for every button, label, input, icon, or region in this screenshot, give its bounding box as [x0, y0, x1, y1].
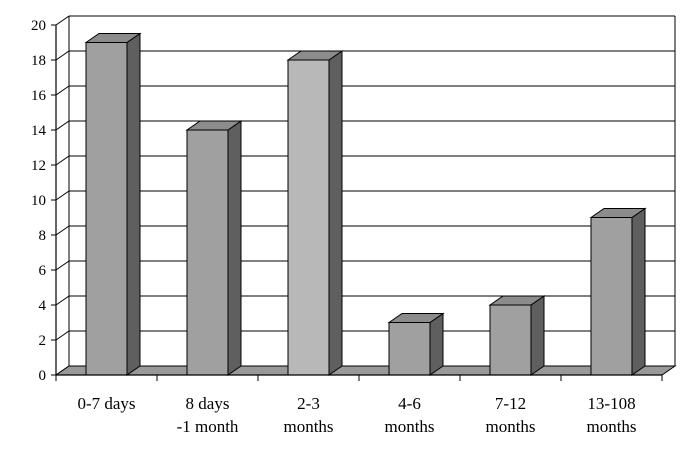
x-category-label-5-line-0: 13-108 [587, 394, 635, 413]
y-tick-label-8: 8 [39, 228, 47, 244]
y-tick-label-14: 14 [31, 123, 47, 139]
wall-gridline-2 [55, 330, 70, 341]
wall-gridline-6 [55, 260, 70, 271]
bar-0 [84, 32, 142, 376]
wall-gridline-12 [55, 155, 70, 166]
x-category-label-0-line-0: 0-7 days [77, 394, 135, 413]
y-tick-label-2: 2 [39, 333, 47, 349]
bar-front-1 [186, 129, 229, 376]
x-tick-labels: 0-7 days 8 days -1 month 2-3 months 4-6 months… [77, 394, 636, 436]
wall-gridline-14 [55, 120, 70, 131]
y-tick-label-18: 18 [31, 53, 46, 69]
bar-side-2 [328, 50, 343, 376]
y-tick-label-20: 20 [31, 18, 46, 34]
bar-front-5 [590, 217, 633, 376]
x-category-label-3-line-0: 4-6 [398, 394, 421, 413]
wall-gridline-16 [55, 85, 70, 96]
bar-side-3 [429, 312, 444, 376]
x-category-label-3-line-1: months [384, 417, 434, 436]
bar-4 [488, 295, 546, 376]
x-category-label-1-line-0: 8 days [186, 394, 230, 413]
bar-side-1 [227, 120, 242, 376]
chart-frame [68, 16, 676, 366]
x-category-label-4-line-1: months [485, 417, 535, 436]
wall-gridline-8 [55, 225, 70, 236]
wall-gridline-10 [55, 190, 70, 201]
y-tick-label-0: 0 [39, 368, 47, 384]
wall-gridline-20 [55, 15, 70, 26]
bar-front-3 [388, 322, 431, 376]
y-tick-label-6: 6 [39, 263, 47, 279]
bar-side-0 [126, 32, 141, 376]
x-category-label-2-line-1: months [283, 417, 333, 436]
bar-1 [185, 120, 243, 376]
bar-side-4 [530, 295, 545, 376]
bar-2 [286, 50, 344, 376]
bar-5 [589, 207, 647, 376]
gridlines [55, 15, 675, 376]
x-category-label-2-line-0: 2-3 [297, 394, 320, 413]
bar-side-5 [631, 207, 646, 376]
x-category-label-5-line-1: months [586, 417, 636, 436]
bars [84, 32, 647, 376]
y-tick-label-12: 12 [31, 158, 46, 174]
y-tick-labels: 0 2 4 6 8 10 12 14 16 18 20 [31, 18, 47, 384]
bar-front-4 [489, 304, 532, 376]
wall-gridline-18 [55, 50, 70, 61]
x-category-label-4-line-0: 7-12 [495, 394, 526, 413]
chart-floor [54, 365, 677, 376]
floor-plane [54, 365, 677, 376]
y-tick-label-4: 4 [39, 298, 47, 314]
bar-3 [387, 312, 445, 376]
axes [51, 24, 663, 381]
x-category-label-1-line-1: -1 month [177, 417, 239, 436]
bar-front-2 [287, 59, 330, 376]
wall-gridline-4 [55, 295, 70, 306]
y-tick-label-16: 16 [31, 88, 47, 104]
y-tick-label-10: 10 [31, 193, 46, 209]
bar-front-0 [85, 42, 128, 376]
